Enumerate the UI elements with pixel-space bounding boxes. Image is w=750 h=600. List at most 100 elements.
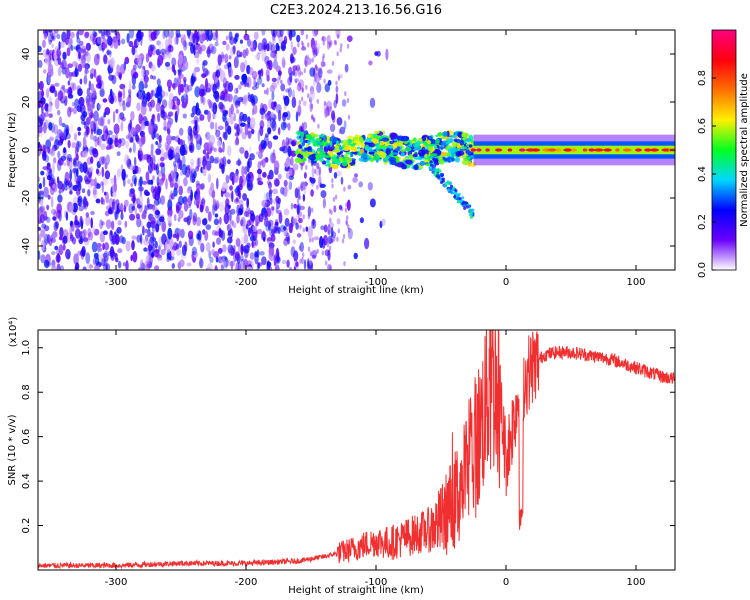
spectrogram-speckle [189,208,193,221]
spectrogram-speckle [266,260,270,270]
spectrogram-speckle [172,96,179,101]
spectrogram-speckle [82,266,87,270]
spectrogram-speckle [217,125,224,130]
spectrogram-speckle [298,195,301,201]
spectrogram-band-point [358,157,364,162]
spectrogram-speckle [80,220,84,230]
spectrogram-speckle [141,122,145,131]
spectrogram-speckle [62,243,66,251]
spectrogram-speckle [313,77,316,87]
spectrogram-speckle [271,206,275,211]
spectrogram-speckle [332,197,336,202]
spectrogram-speckle [368,60,373,66]
spectrogram-speckle [280,79,283,84]
carrier-peak [555,148,562,152]
spectrogram-speckle [224,92,231,102]
spectrogram-speckle [101,31,106,40]
spectrogram-speckle [155,49,161,56]
spectrogram-speckle [259,107,266,116]
spectrogram-speckle [293,266,297,270]
spectrogram-speckle [148,106,152,112]
spectrogram-speckle [195,43,202,54]
spectrogram-speckle [181,155,186,167]
spectrogram-speckle [214,41,219,47]
spectrogram-speckle [137,30,142,40]
spectrogram-speckle [41,104,44,114]
spectrogram-tail-point [458,197,462,201]
spectrogram-speckle [316,66,319,72]
spectrogram-speckle [216,129,220,141]
spectrogram-speckle [198,46,203,55]
spectrogram-speckle [109,144,112,150]
spectrogram-speckle [124,153,129,166]
spectrogram-speckle [77,195,83,207]
spectrogram-speckle [157,142,162,149]
spectrogram-speckle [227,244,234,254]
spectrogram-speckle [96,128,103,136]
spectrogram-band-point [347,138,352,144]
spectrogram-speckle [247,94,253,102]
spectrogram-speckle [328,222,335,229]
spectrogram-speckle [65,181,70,187]
spectrogram-speckle [239,39,243,44]
spectrogram-speckle [376,50,381,57]
spectrogram-speckle [305,34,309,40]
spectrogram-speckle [57,57,62,65]
x-tick-label: 100 [626,577,645,588]
carrier-peak [495,148,503,152]
spectrogram-speckle [266,237,273,242]
spectrogram-speckle [243,258,248,270]
spectrogram-speckle [82,161,88,174]
spectrogram-speckle [160,48,167,55]
spectrogram-speckle [57,194,63,203]
spectrogram-speckle [118,203,125,211]
spectrogram-speckle [101,166,105,178]
spectrogram-speckle [166,238,170,245]
y-tick-label: 0.2 [21,518,32,534]
spectrogram-speckle [173,164,178,174]
spectrogram-speckle [87,166,94,173]
spectrogram-speckle [149,44,155,51]
spectrogram-speckle [267,174,270,180]
spectrogram-speckle [291,140,296,147]
spectrogram-tail-point [461,196,465,200]
spectrogram-speckle [199,88,205,97]
spectrogram-speckle [354,173,358,178]
spectrogram-speckle [155,148,162,156]
spectrogram-speckle [204,230,209,241]
spectrogram-speckle [161,220,167,233]
spectrogram-speckle [319,75,322,80]
spectrogram-band-point [418,149,425,157]
spectrogram-speckle [303,68,306,74]
spectrogram-speckle [238,84,242,90]
spectrogram-speckle [195,193,201,205]
spectrogram-speckle [59,265,65,270]
spectrogram-speckle [117,39,121,46]
spectrogram-speckle [311,114,314,120]
spectrogram-speckle [223,212,230,225]
spectrogram-speckle [51,162,55,175]
spectrogram-speckle [310,103,314,109]
spectrogram-speckle [223,88,228,95]
spectrogram-speckle [343,120,347,130]
spectrogram-tail-point [440,173,444,177]
spectrogram-speckle [61,84,66,91]
spectrogram-speckle [301,42,305,48]
spectrogram-speckle [79,40,84,47]
x-tick-label: -200 [235,577,258,588]
spectrogram-speckle [42,122,47,134]
spectrogram-speckle [268,181,272,189]
spectrogram-speckle [176,232,180,242]
spectrogram-speckle [292,46,297,55]
spectrogram-speckle [200,92,204,104]
spectrogram-speckle [141,154,147,161]
spectrogram-speckle [38,182,43,190]
spectrogram-speckle [63,147,67,154]
spectrogram-speckle [344,207,348,213]
spectrogram-speckle [183,80,187,88]
spectrogram-speckle [74,98,80,109]
spectrogram-speckle [88,112,95,119]
spectrogram-speckle [174,36,178,45]
spectrogram-speckle [307,206,312,217]
x-tick-label: -200 [235,277,258,288]
